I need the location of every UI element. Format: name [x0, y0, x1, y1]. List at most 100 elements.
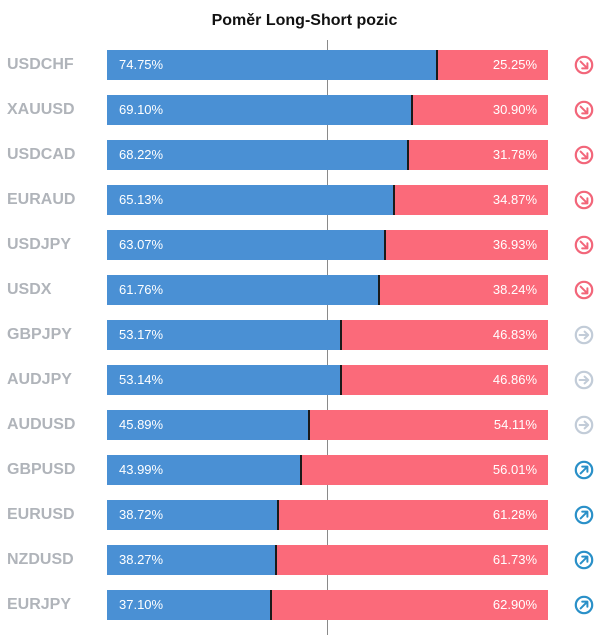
short-bar [408, 140, 548, 170]
symbol-label: USDJPY [7, 236, 72, 253]
ratio-bar: 68.22% 31.78% [107, 140, 548, 170]
down-right-arrow-icon [574, 100, 594, 120]
short-percent-label: 46.83% [492, 327, 537, 342]
long-bar [107, 140, 408, 170]
long-bar [107, 230, 385, 260]
chart-row: XAUUSD 69.10% 30.90% [0, 95, 609, 125]
right-arrow-icon [574, 325, 594, 345]
long-percent-label: 43.99% [119, 462, 164, 477]
short-bar [276, 545, 548, 575]
short-percent-label: 34.87% [492, 192, 537, 207]
short-percent-label: 30.90% [492, 102, 537, 117]
long-percent-label: 37.10% [119, 597, 164, 612]
long-percent-label: 69.10% [119, 102, 164, 117]
ratio-bar: 53.14% 46.86% [107, 365, 548, 395]
long-percent-label: 53.14% [119, 372, 164, 387]
chart-row: USDX 61.76% 38.24% [0, 275, 609, 305]
short-bar [301, 455, 548, 485]
chart-title: Poměr Long-Short pozic [211, 12, 398, 29]
ratio-bar: 38.27% 61.73% [107, 545, 548, 575]
long-percent-label: 53.17% [119, 327, 164, 342]
short-bar [309, 410, 548, 440]
symbol-label: EURUSD [7, 506, 75, 523]
long-bar [107, 185, 394, 215]
short-bar [341, 365, 548, 395]
bar-divider [384, 230, 386, 260]
short-percent-label: 38.24% [492, 282, 537, 297]
right-arrow-icon [574, 370, 594, 390]
symbol-label: XAUUSD [7, 101, 75, 118]
chart-row: USDJPY 63.07% 36.93% [0, 230, 609, 260]
ratio-bar: 63.07% 36.93% [107, 230, 548, 260]
bar-divider [436, 50, 438, 80]
short-bar [394, 185, 548, 215]
short-bar [379, 275, 548, 305]
ratio-bar: 45.89% 54.11% [107, 410, 548, 440]
chart-row: EURUSD 38.72% 61.28% [0, 500, 609, 530]
chart-row: EURAUD 65.13% 34.87% [0, 185, 609, 215]
bar-divider [340, 365, 342, 395]
short-percent-label: 54.11% [493, 417, 537, 432]
up-right-arrow-icon [574, 505, 594, 525]
short-percent-label: 36.93% [492, 237, 537, 252]
bar-divider [378, 275, 380, 305]
short-bar [385, 230, 548, 260]
up-right-arrow-icon [574, 595, 594, 615]
ratio-bar: 38.72% 61.28% [107, 500, 548, 530]
long-percent-label: 45.89% [119, 417, 164, 432]
long-bar [107, 365, 341, 395]
chart-row: USDCHF 74.75% 25.25% [0, 50, 609, 80]
symbol-label: AUDUSD [7, 416, 76, 433]
short-bar [341, 320, 548, 350]
long-percent-label: 38.27% [119, 552, 164, 567]
long-percent-label: 63.07% [119, 237, 164, 252]
symbol-label: USDCHF [7, 56, 74, 73]
long-bar [107, 50, 437, 80]
down-right-arrow-icon [574, 280, 594, 300]
chart-row: NZDUSD 38.27% 61.73% [0, 545, 609, 575]
short-percent-label: 25.25% [492, 57, 537, 72]
short-bar [271, 590, 548, 620]
bar-divider [308, 410, 310, 440]
symbol-label: AUDJPY [7, 371, 72, 388]
chart-row: AUDJPY 53.14% 46.86% [0, 365, 609, 395]
short-bar [412, 95, 548, 125]
long-bar [107, 410, 309, 440]
symbol-label: EURJPY [7, 596, 72, 613]
long-percent-label: 38.72% [119, 507, 164, 522]
chart-row: USDCAD 68.22% 31.78% [0, 140, 609, 170]
bar-divider [275, 545, 277, 575]
bar-divider [407, 140, 409, 170]
symbol-label: GBPUSD [7, 461, 76, 478]
short-percent-label: 61.28% [492, 507, 537, 522]
long-bar [107, 500, 278, 530]
long-percent-label: 61.76% [119, 282, 164, 297]
up-right-arrow-icon [574, 550, 594, 570]
short-percent-label: 46.86% [492, 372, 537, 387]
symbol-label: NZDUSD [7, 551, 74, 568]
ratio-bar: 74.75% 25.25% [107, 50, 548, 80]
short-percent-label: 61.73% [492, 552, 537, 567]
ratio-bar: 61.76% 38.24% [107, 275, 548, 305]
bar-divider [277, 500, 279, 530]
bar-divider [300, 455, 302, 485]
long-bar [107, 95, 412, 125]
short-percent-label: 56.01% [492, 462, 537, 477]
down-right-arrow-icon [574, 145, 594, 165]
long-bar [107, 545, 276, 575]
ratio-bar: 65.13% 34.87% [107, 185, 548, 215]
long-bar [107, 590, 271, 620]
symbol-label: EURAUD [7, 191, 76, 208]
symbol-label: USDCAD [7, 146, 76, 163]
short-bar [437, 50, 548, 80]
up-right-arrow-icon [574, 460, 594, 480]
ratio-bar: 53.17% 46.83% [107, 320, 548, 350]
down-right-arrow-icon [574, 235, 594, 255]
long-percent-label: 65.13% [119, 192, 164, 207]
down-right-arrow-icon [574, 55, 594, 75]
bar-divider [411, 95, 413, 125]
chart-row: EURJPY 37.10% 62.90% [0, 590, 609, 620]
long-bar [107, 275, 379, 305]
long-percent-label: 74.75% [119, 57, 164, 72]
long-bar [107, 455, 301, 485]
